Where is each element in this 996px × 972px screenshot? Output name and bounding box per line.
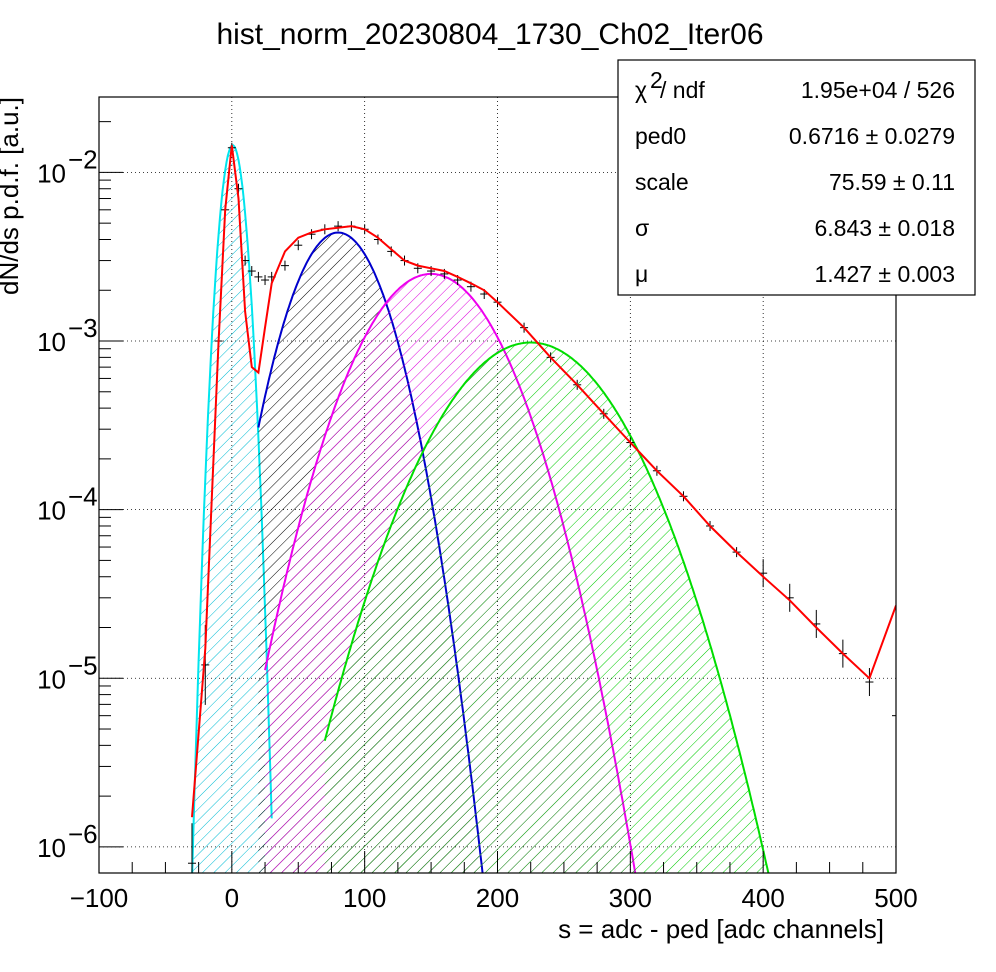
x-tick-label: −100: [70, 883, 129, 913]
x-tick-label: 400: [741, 883, 784, 913]
x-tick-label: 100: [343, 883, 386, 913]
histogram: [187, 142, 896, 873]
stat-label: μ: [635, 261, 648, 287]
stat-label-suffix: / ndf: [660, 77, 705, 103]
chart-title: hist_norm_20230804_1730_Ch02_Iter06: [216, 18, 763, 51]
y-tick-label: 10: [37, 664, 66, 694]
y-axis-label: dN/ds p.d.f. [a.u.]: [0, 97, 24, 295]
stat-value: 0.6716 ± 0.0279: [789, 123, 955, 149]
y-tick-label: 10: [37, 158, 66, 188]
stat-label-superscript: 2: [650, 67, 663, 93]
x-tick-label: 500: [874, 883, 917, 913]
stat-label: σ: [635, 215, 649, 241]
stat-value: 75.59 ± 0.11: [829, 169, 955, 195]
stat-value: 1.427 ± 0.003: [814, 261, 955, 287]
y-tick-exponent: −2: [68, 144, 98, 174]
fit-curve: [191, 145, 896, 818]
x-axis-label: s = adc - ped [adc channels]: [558, 914, 884, 944]
y-tick-label: 10: [37, 327, 66, 357]
y-axis: 10−610−510−410−310−2: [37, 121, 123, 863]
component-fill: [324, 342, 777, 873]
stat-value: 1.95e+04 / 526: [801, 77, 955, 103]
stat-label: χ: [635, 77, 647, 103]
y-tick-exponent: −4: [68, 482, 98, 512]
y-tick-label: 10: [37, 833, 66, 863]
y-tick-label: 10: [37, 496, 66, 526]
x-tick-label: 0: [225, 883, 239, 913]
total-fit: [191, 145, 896, 818]
y-tick-exponent: −5: [68, 650, 98, 680]
stat-label: ped0: [635, 123, 686, 149]
stat-value: 6.843 ± 0.018: [814, 215, 955, 241]
component-fill: [192, 145, 272, 873]
component-curve: [323, 341, 770, 873]
y-tick-exponent: −6: [68, 819, 98, 849]
stat-label: scale: [635, 169, 689, 195]
x-tick-label: 200: [476, 883, 519, 913]
x-tick-label: 300: [609, 883, 652, 913]
y-tick-exponent: −3: [68, 313, 98, 343]
fit-components: [191, 144, 777, 873]
x-axis: −100 0 100 200 300 400 500: [70, 851, 918, 913]
